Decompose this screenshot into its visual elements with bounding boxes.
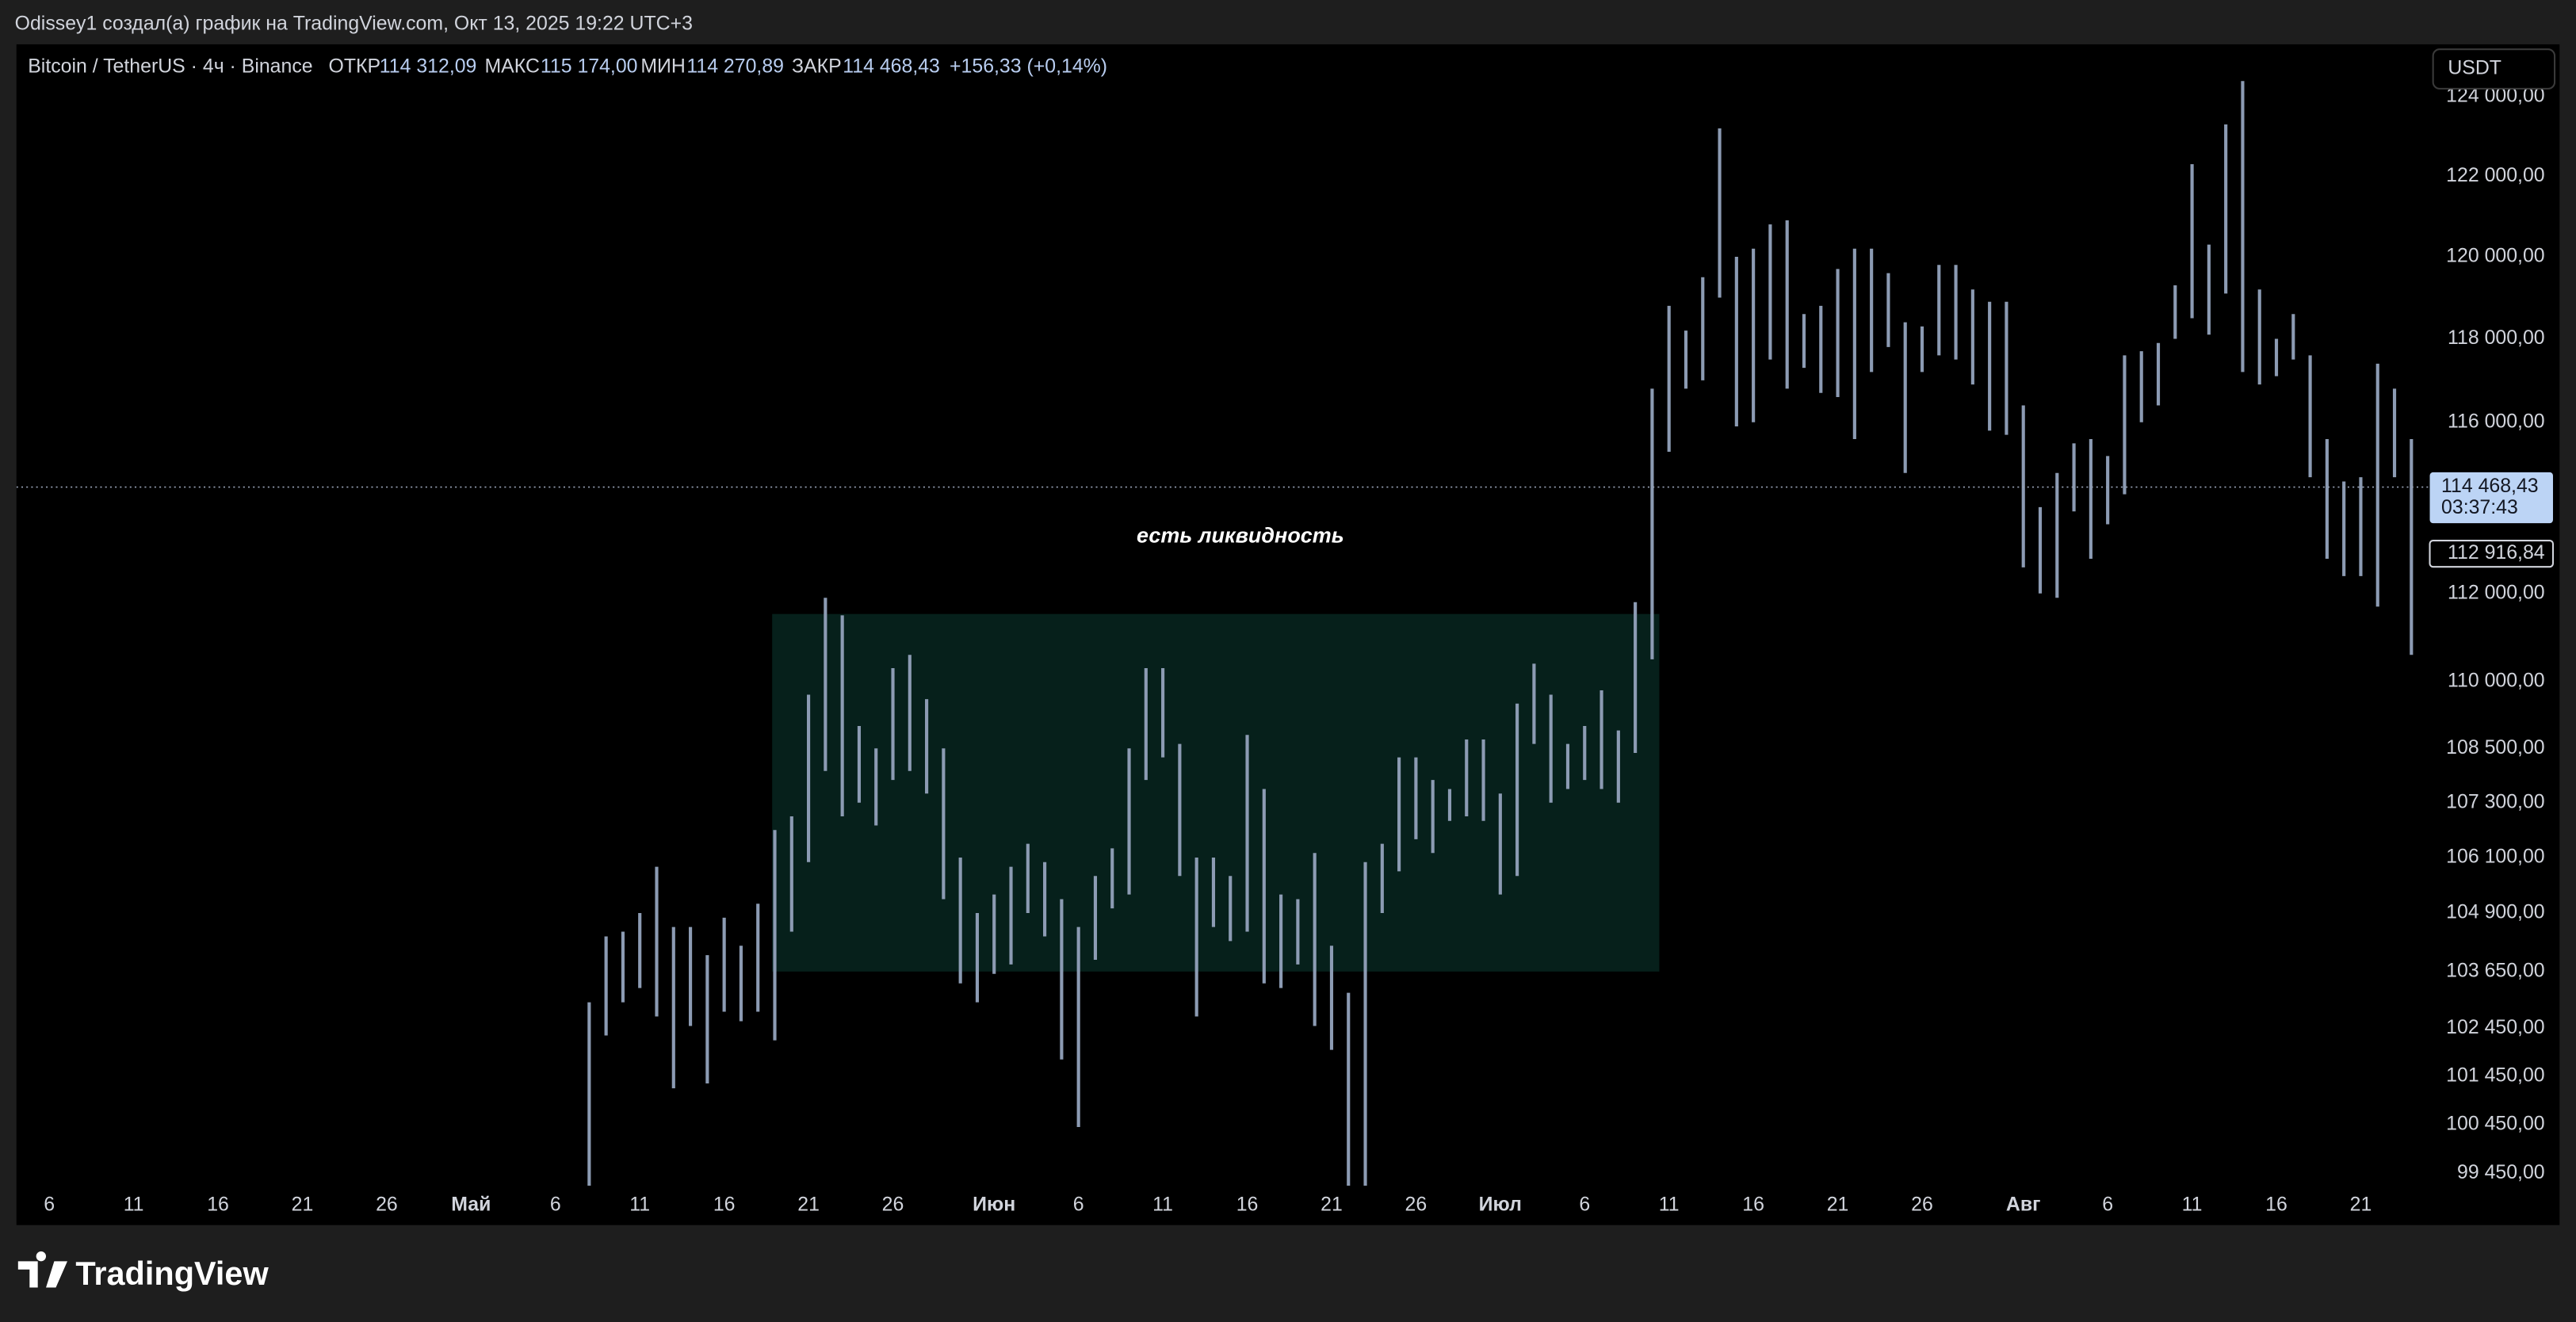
x-tick-label: 26 xyxy=(882,1193,904,1215)
legend-label: МАКС xyxy=(484,55,539,78)
x-tick-label: 6 xyxy=(550,1193,561,1215)
x-tick-label: 16 xyxy=(207,1193,229,1215)
x-tick-label: 21 xyxy=(797,1193,820,1215)
header: Odissey1 создал(а) график на TradingView… xyxy=(15,13,693,35)
y-tick-label: 102 450,00 xyxy=(2446,1016,2544,1038)
x-tick-label: 6 xyxy=(2102,1193,2113,1215)
y-tick-label: 101 450,00 xyxy=(2446,1064,2544,1086)
y-tick-label: 107 300,00 xyxy=(2446,790,2544,812)
y-tick-label: 103 650,00 xyxy=(2446,959,2544,981)
legend-value: 115 174,00 xyxy=(541,55,638,78)
currency[interactable]: USDT xyxy=(2448,57,2501,79)
x-tick-label: 26 xyxy=(1911,1193,1933,1215)
price-marker-box xyxy=(2429,539,2555,568)
x-tick-label: 21 xyxy=(1320,1193,1343,1215)
y-tick-label: 118 000,00 xyxy=(2448,327,2545,349)
x-tick-label: 11 xyxy=(1659,1193,1680,1215)
x-tick-label: 16 xyxy=(1742,1193,1764,1215)
y-tick-label: 122 000,00 xyxy=(2446,164,2544,186)
x-tick-label: 11 xyxy=(1152,1193,1173,1215)
axes: есть ликвидность 6 11 16 21 26 Май 6 11 16 21 26 Июн… xyxy=(44,85,2555,1215)
price-badge xyxy=(2429,472,2553,524)
x-tick-label: 16 xyxy=(2265,1193,2287,1215)
currency-button[interactable]: USDT xyxy=(2432,48,2556,90)
y-tick-label: 99 450,00 xyxy=(2457,1161,2545,1183)
y-tick-label: 100 450,00 xyxy=(2446,1112,2544,1134)
legend-label: ОТКР xyxy=(329,55,381,78)
x-tick-label: 16 xyxy=(713,1193,736,1215)
x-tick-label: 16 xyxy=(1236,1193,1259,1215)
liquidity-zone xyxy=(772,613,1660,972)
x-tick-label: 11 xyxy=(2182,1193,2203,1215)
x-tick-label: Июн xyxy=(973,1193,1015,1215)
footer: TradingView xyxy=(75,1255,269,1292)
x-tick-label: Май xyxy=(451,1193,491,1215)
x-tick-label: 11 xyxy=(124,1193,144,1215)
legend: Bitcoin / TetherUS · 4ч · Binance ОТКР 1… xyxy=(28,55,1107,78)
price-label: 114 468,43 xyxy=(2441,475,2539,497)
annotation: есть ликвидность xyxy=(1137,524,1344,548)
x-tick-label: Авг xyxy=(2006,1193,2041,1215)
y-tick-label: 104 900,00 xyxy=(2446,901,2544,923)
x-tick-label: 26 xyxy=(376,1193,398,1215)
y-tick-label: 112 000,00 xyxy=(2448,581,2545,603)
legend-label: МИН xyxy=(640,55,686,78)
legend-label: ЗАКР xyxy=(792,55,842,78)
x-tick-label: 6 xyxy=(44,1193,55,1215)
y-tick-label: 120 000,00 xyxy=(2446,245,2544,267)
x-tick-label: 21 xyxy=(2350,1193,2372,1215)
x-tick-label: 21 xyxy=(292,1193,314,1215)
legend-value: 114 312,09 xyxy=(380,55,477,78)
x-tick-label: Июл xyxy=(1479,1193,1522,1215)
plot xyxy=(16,81,2429,1186)
x-tick-label: 6 xyxy=(1579,1193,1590,1215)
y-tick-label: 106 100,00 xyxy=(2446,846,2544,868)
change: +156,33 (+0,14%) xyxy=(950,55,1107,78)
y-tick-label: 110 000,00 xyxy=(2448,669,2545,691)
legend-value: 114 270,89 xyxy=(686,55,784,78)
countdown: 03:37:43 xyxy=(2441,496,2518,518)
y-tick-label: 116 000,00 xyxy=(2448,410,2545,432)
logo-icon xyxy=(17,1251,67,1288)
x-tick-label: 21 xyxy=(1827,1193,1849,1215)
logo: TradingView xyxy=(17,1251,269,1292)
button-box[interactable] xyxy=(2432,48,2556,90)
price-marker-label: 112 916,84 xyxy=(2448,541,2545,564)
y-tick-label: 108 500,00 xyxy=(2446,736,2544,758)
x-tick-label: 26 xyxy=(1405,1193,1428,1215)
x-tick-label: 11 xyxy=(629,1193,650,1215)
x-tick-label: 6 xyxy=(1073,1193,1084,1215)
symbol: Bitcoin / TetherUS · 4ч · Binance xyxy=(28,55,312,78)
legend-value: 114 468,43 xyxy=(843,55,940,78)
